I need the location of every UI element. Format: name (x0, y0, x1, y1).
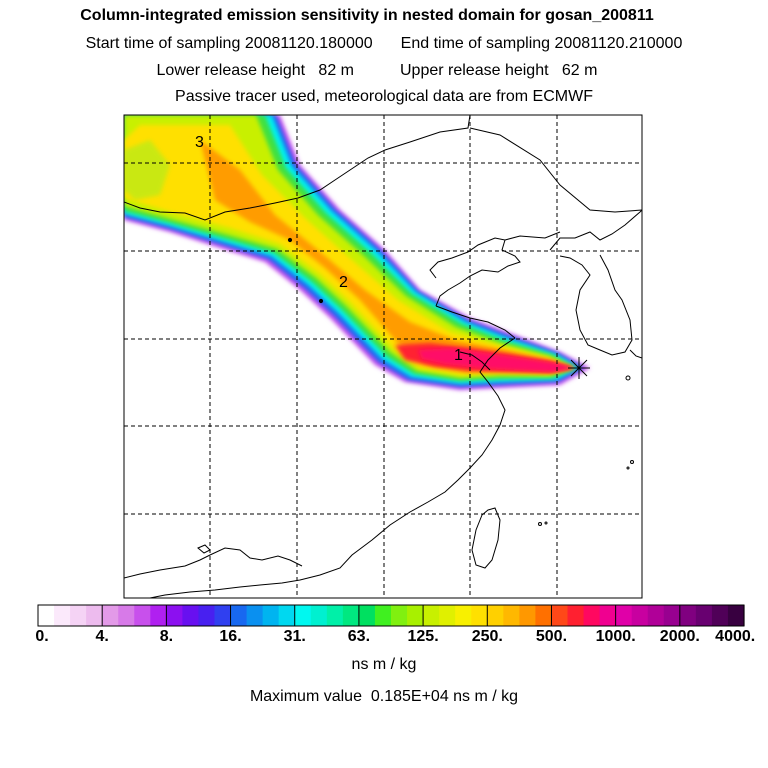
border-mongolia (124, 115, 471, 221)
tracer-note: Passive tracer used, meteorological data… (175, 88, 593, 105)
small-islands (287, 237, 634, 526)
colorbar-swatch (54, 605, 71, 626)
colorbar-tick-label: 63. (347, 628, 371, 645)
colorbar-swatch (262, 605, 280, 626)
colorbar-swatch (246, 605, 264, 626)
lower-release-label: Lower release height (156, 62, 306, 79)
colorbar-swatch (310, 605, 328, 626)
marker-label-1: 1 (454, 347, 463, 364)
colorbar-swatch (182, 605, 200, 626)
colorbar-swatch (391, 605, 408, 626)
coast-taiwan (471, 507, 501, 569)
colorbar-swatch (374, 605, 392, 626)
colorbar-swatch (326, 605, 344, 626)
colorbar-swatch (407, 605, 424, 626)
colorbar-tick-label: 8. (159, 628, 174, 645)
colorbar-tick-label: 0. (35, 628, 49, 645)
colorbar-swatch (102, 605, 119, 626)
colorbar-swatch (679, 605, 697, 626)
plume-layer (124, 115, 590, 390)
colorbar-swatch (294, 605, 312, 626)
island-hainan-area (197, 544, 211, 554)
colorbar-swatch (727, 605, 745, 626)
colorbar-swatch (358, 605, 376, 626)
colorbar-tick-label: 16. (219, 628, 242, 645)
coast-south-bits (124, 547, 303, 579)
colorbar-swatch (214, 605, 232, 626)
colorbar-swatch (278, 605, 296, 626)
colorbar-swatch (166, 605, 184, 626)
colorbar-swatch (487, 605, 504, 626)
river-yangtze (459, 351, 491, 371)
receptor-star-icon (568, 357, 590, 379)
colorbar-swatch (711, 605, 729, 626)
coast-kyushu (629, 349, 642, 359)
plume-patch-green (124, 140, 170, 200)
plot-title: Column-integrated emission sensitivity i… (80, 7, 654, 24)
colorbar-tick-label: 4. (95, 628, 109, 645)
colorbar-tick-label: 125. (407, 628, 439, 645)
coast-bohai (429, 237, 521, 307)
upper-release-value: 62 m (561, 62, 598, 79)
max-value-line: Maximum value 0.185E+04 ns m / kg (0, 688, 768, 706)
colorbar (38, 605, 745, 626)
start-value: 20081120.180000 (244, 35, 373, 52)
colorbar-swatch (663, 605, 681, 626)
coast-korea (549, 209, 642, 356)
coast-shandong (435, 305, 516, 339)
colorbar-swatch (118, 605, 135, 626)
colorbar-swatch (615, 605, 633, 626)
coast-liaodong (504, 231, 561, 241)
colorbar-swatch (535, 605, 553, 626)
colorbar-swatch (70, 605, 87, 626)
colorbar-swatch (439, 605, 456, 626)
border-northeast (469, 127, 642, 213)
colorbar-swatch (551, 605, 569, 626)
colorbar-swatch (423, 605, 440, 626)
colorbar-swatch (631, 605, 649, 626)
colorbar-tick-label: 500. (535, 628, 568, 645)
marker-label-3: 3 (195, 134, 204, 151)
colorbar-swatch (198, 605, 216, 626)
colorbar-swatch (647, 605, 665, 626)
colorbar-swatch (583, 605, 601, 626)
colorbar-swatch (38, 605, 55, 626)
coastlines (124, 115, 642, 598)
lower-release-value: 82 m (318, 62, 354, 79)
end-value: 20081120.210000 (554, 35, 683, 52)
release-line: Lower release height 82 m Upper release h… (0, 61, 761, 81)
colorbar-units: ns m / kg (351, 656, 417, 673)
colorbar-swatch (471, 605, 488, 626)
colorbar-swatch (599, 605, 617, 626)
colorbar-tick-label: 31. (283, 628, 306, 645)
colorbar-swatch (567, 605, 585, 626)
colorbar-tick-label: 1000. (595, 628, 636, 645)
max-value: 0.185E+04 ns m / kg (370, 688, 519, 705)
map-frame (123, 114, 643, 599)
colorbar-ticks (37, 605, 745, 626)
colorbar-swatch (503, 605, 520, 626)
colorbar-swatch (86, 605, 103, 626)
max-value-label: Maximum value (249, 688, 362, 705)
marker-label-2: 2 (339, 274, 348, 291)
colorbar-swatch (134, 605, 151, 626)
grid (124, 115, 642, 598)
start-label: Start time of sampling (85, 35, 241, 52)
colorbar-tick-label: 2000. (659, 628, 700, 645)
colorbar-swatch (455, 605, 472, 626)
upper-release-label: Upper release height (400, 62, 549, 79)
coast-east-china (149, 337, 516, 598)
colorbar-swatch (342, 605, 360, 626)
colorbar-swatch (230, 605, 248, 626)
colorbar-swatch (519, 605, 537, 626)
end-label: End time of sampling (400, 35, 551, 52)
colorbar-tick-label: 4000. (715, 628, 756, 645)
sampling-line: Start time of sampling 20081120.180000 En… (0, 34, 768, 54)
colorbar-tick-label: 250. (471, 628, 503, 645)
plume-band-peak (418, 348, 576, 372)
colorbar-swatch (150, 605, 167, 626)
plume-band-orange (200, 140, 572, 372)
colorbar-swatch (695, 605, 713, 626)
